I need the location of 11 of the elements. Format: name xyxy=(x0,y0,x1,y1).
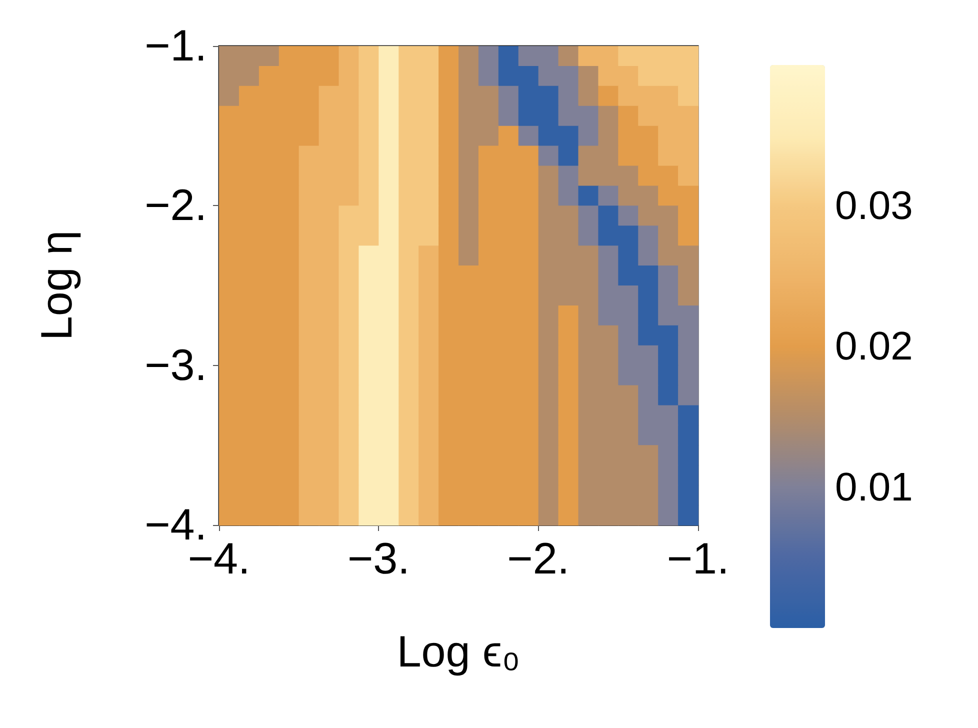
color-bar-label: 0.01 xyxy=(835,465,913,510)
color-bar-label: 0.03 xyxy=(835,184,913,228)
x-tick-label: −1. xyxy=(666,534,730,584)
y-axis-title: Log η xyxy=(32,230,82,341)
x-tick-label: −3. xyxy=(347,534,410,584)
y-tick-label: −3. xyxy=(144,340,207,390)
x-tick-label: −2. xyxy=(507,534,570,584)
x-axis-title: Log ϵ₀ xyxy=(396,628,520,676)
y-tick-label: −1. xyxy=(144,22,207,70)
y-tick-label: −2. xyxy=(144,181,207,230)
color-bar-label: 0.02 xyxy=(835,324,913,368)
